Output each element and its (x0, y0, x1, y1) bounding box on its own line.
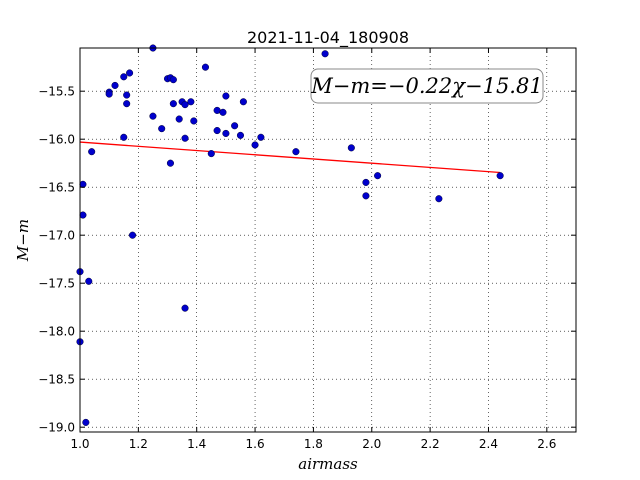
annotation-box (310, 68, 544, 104)
data-points (76, 44, 504, 426)
data-point (231, 122, 239, 130)
y-tick-label: −19.0 (38, 421, 75, 435)
data-point (175, 115, 183, 123)
x-tick-label: 1.8 (304, 437, 323, 451)
data-point (347, 144, 355, 152)
y-tick-label: −17.0 (38, 229, 75, 243)
data-point (166, 159, 174, 167)
x-tick-label: 1.4 (187, 437, 206, 451)
x-tick-label: 2.4 (479, 437, 498, 451)
data-point (435, 195, 443, 203)
data-point (120, 73, 128, 81)
data-point (251, 141, 259, 149)
grid-lines (80, 48, 576, 432)
x-axis-ticks: 1.0 1.2 1.4 1.6 1.8 2.0 2.2 2.4 2.6 (70, 48, 556, 451)
data-point (213, 127, 221, 135)
data-point (207, 150, 215, 158)
y-tick-label: −18.0 (38, 325, 75, 339)
data-point (158, 125, 166, 133)
data-point (374, 172, 382, 180)
y-tick-label: −16.5 (38, 181, 75, 195)
data-point (190, 117, 198, 125)
data-point (181, 101, 189, 109)
data-point (88, 148, 96, 156)
data-point (292, 148, 300, 156)
x-tick-label: 2.0 (362, 437, 381, 451)
data-point (126, 69, 134, 77)
data-point (362, 178, 370, 186)
data-point (321, 50, 329, 58)
data-point (169, 100, 177, 108)
y-tick-label: −17.5 (38, 277, 75, 291)
data-point (187, 98, 195, 106)
data-point (222, 92, 230, 100)
fit-line (79, 141, 501, 174)
data-point (111, 81, 119, 89)
y-tick-label: −15.5 (38, 85, 75, 99)
data-point (257, 133, 265, 141)
data-point (123, 91, 131, 99)
annotation-text: M−m=−0.22χ−15.81 (310, 74, 542, 98)
data-point (496, 172, 504, 180)
data-point (128, 231, 137, 239)
x-axis-label: airmass (298, 455, 358, 473)
x-tick-label: 2.2 (421, 437, 440, 451)
y-tick-label: −18.5 (38, 373, 75, 387)
data-point (219, 108, 227, 116)
data-point (149, 112, 157, 120)
data-point (362, 192, 370, 200)
data-point (222, 129, 230, 137)
data-point (169, 76, 177, 84)
data-point (120, 133, 128, 141)
data-point (239, 98, 247, 106)
data-point (181, 134, 189, 142)
data-point (181, 304, 189, 312)
data-point (82, 418, 90, 426)
data-point (79, 180, 87, 188)
data-point (123, 100, 131, 108)
x-tick-label: 1.2 (129, 437, 148, 451)
data-point (105, 90, 113, 98)
x-tick-label: 2.6 (537, 437, 556, 451)
x-tick-label: 1.6 (246, 437, 265, 451)
x-tick-label: 1.0 (70, 437, 89, 451)
data-point (79, 211, 87, 219)
data-point (85, 277, 93, 285)
y-axis-label: M−m (14, 219, 32, 262)
data-point (236, 131, 245, 139)
plot-frame (79, 47, 577, 433)
data-point (201, 63, 210, 71)
fit-line-group (79, 141, 501, 174)
y-axis-ticks: −15.5 −16.0 −16.5 −17.0 −17.5 −18.0 −18.5 −19.0 (38, 85, 576, 435)
fit-annotation: M−m=−0.22χ−15.81 (310, 68, 544, 104)
chart-title: 2021-11-04_180908 (247, 28, 409, 48)
y-tick-label: −16.0 (38, 133, 75, 147)
